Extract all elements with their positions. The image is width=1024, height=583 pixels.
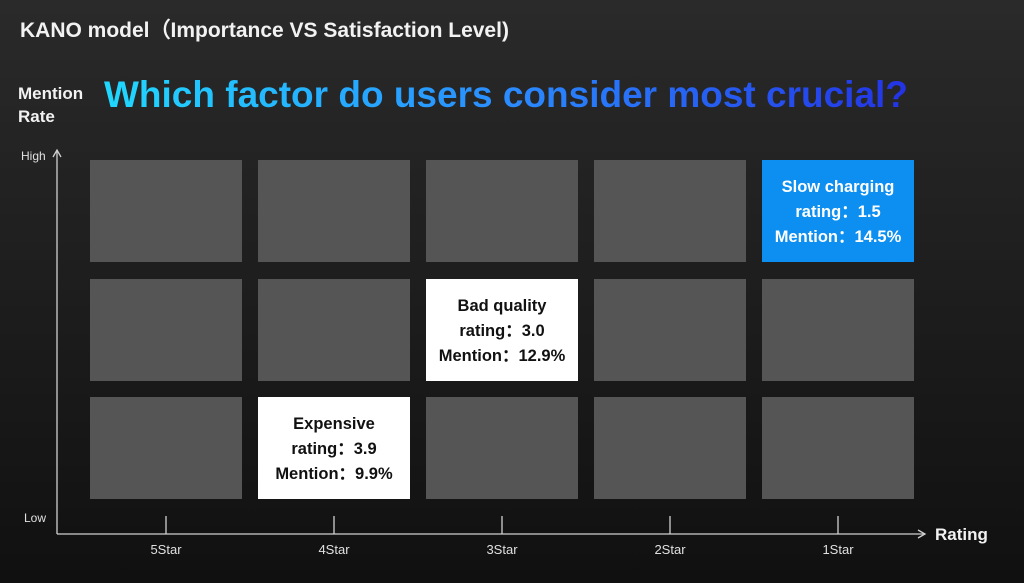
x-tick-label: 2Star — [654, 542, 686, 557]
grid-cell — [594, 279, 746, 381]
headline: Which factor do users consider most cruc… — [104, 74, 908, 115]
page-title: KANO model（Importance VS Satisfaction Le… — [20, 19, 509, 42]
y-axis-arrow — [52, 148, 62, 158]
x-tick-label: 3Star — [486, 542, 518, 557]
grid-cell — [90, 397, 242, 499]
y-axis-title: Mention Rate — [18, 84, 84, 126]
grid-cell — [258, 160, 410, 262]
grid-cell — [426, 397, 578, 499]
grid-cell — [762, 397, 914, 499]
highlight-name: Bad quality — [458, 297, 548, 315]
highlight-mention: Mention：12.9% — [439, 347, 566, 365]
grid-cell — [90, 279, 242, 381]
grid-cell — [594, 397, 746, 499]
highlight-rating: rating：3.9 — [291, 440, 376, 458]
y-tick-label-low: Low — [24, 511, 46, 525]
y-tick-label-high: High — [21, 149, 46, 163]
x-tick-label: 4Star — [318, 542, 350, 557]
highlight-mention: Mention：14.5% — [775, 228, 902, 246]
x-axis-arrow — [917, 529, 927, 539]
grid-cell — [594, 160, 746, 262]
x-tick-label: 5Star — [150, 542, 182, 557]
highlight-cell — [762, 160, 914, 262]
x-tick-label: 1Star — [822, 542, 854, 557]
highlight-name: Slow charging — [782, 178, 895, 196]
x-axis-title: Rating — [935, 525, 988, 544]
grid-cell — [258, 279, 410, 381]
grid-cell — [762, 279, 914, 381]
grid-cell — [426, 160, 578, 262]
highlight-mention: Mention：9.9% — [275, 465, 393, 483]
grid-cell — [90, 160, 242, 262]
highlight-cell — [426, 279, 578, 381]
highlight-cell — [258, 397, 410, 499]
highlight-rating: rating：3.0 — [459, 322, 544, 340]
highlight-rating: rating：1.5 — [795, 203, 880, 221]
highlight-name: Expensive — [293, 415, 375, 433]
